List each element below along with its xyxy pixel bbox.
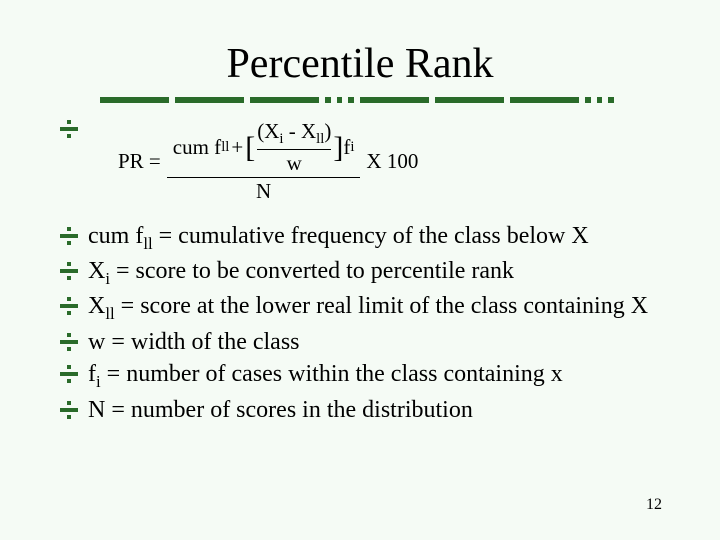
plus-sign: + xyxy=(231,134,243,161)
num-prefix: cum f xyxy=(173,134,221,161)
bullet-icon xyxy=(60,333,78,351)
xll-sub: ll xyxy=(316,131,324,147)
divider xyxy=(100,96,620,104)
def-description: = width of the class xyxy=(105,329,299,355)
formula-row: PR = cum fll + [ (Xi - Xll) w ] xyxy=(60,118,660,205)
definition-row: cum fll = cumulative frequency of the cl… xyxy=(60,221,660,254)
formula-lhs: PR = xyxy=(118,148,161,175)
definition-text: w = width of the class xyxy=(88,327,660,358)
xll-sym: X xyxy=(301,119,316,143)
definition-text: cum fll = cumulative frequency of the cl… xyxy=(88,221,660,254)
definition-row: N = number of scores in the distribution xyxy=(60,395,660,426)
inner-den: w xyxy=(287,150,302,177)
minus-sign: - xyxy=(283,119,301,143)
definition-text: N = number of scores in the distribution xyxy=(88,395,660,426)
def-description: = number of cases within the class conta… xyxy=(101,361,563,387)
fi-sym: f xyxy=(343,134,350,161)
def-description: = score at the lower real limit of the c… xyxy=(115,293,648,319)
definition-text: Xi = score to be converted to percentile… xyxy=(88,256,660,289)
definition-row: Xi = score to be converted to percentile… xyxy=(60,256,660,289)
definition-row: w = width of the class xyxy=(60,327,660,358)
definition-row: Xll = score at the lower real limit of t… xyxy=(60,291,660,324)
inner-fraction: (Xi - Xll) w xyxy=(257,118,331,177)
main-fraction: cum fll + [ (Xi - Xll) w ] fi xyxy=(167,118,361,205)
bullet-icon xyxy=(60,365,78,383)
def-symbol: N xyxy=(88,397,105,423)
def-description: = cumulative frequency of the class belo… xyxy=(153,223,589,249)
page-title: Percentile Rank xyxy=(60,40,660,88)
bullet-icon xyxy=(60,262,78,280)
definition-text: Xll = score at the lower real limit of t… xyxy=(88,291,660,324)
num-prefix-sub: ll xyxy=(221,138,229,157)
xi-sym: X xyxy=(264,119,279,143)
def-description: = score to be converted to percentile ra… xyxy=(110,258,514,284)
definition-text: fi = number of cases within the class co… xyxy=(88,359,660,392)
def-symbol: w xyxy=(88,329,105,355)
def-subscript: ll xyxy=(143,234,152,253)
page-number: 12 xyxy=(646,496,662,514)
def-description: = number of scores in the distribution xyxy=(105,397,472,423)
def-symbol: cum f xyxy=(88,223,143,249)
formula: PR = cum fll + [ (Xi - Xll) w ] xyxy=(118,118,418,205)
def-symbol: X xyxy=(88,258,105,284)
content-area: PR = cum fll + [ (Xi - Xll) w ] xyxy=(60,118,660,425)
left-bracket-icon: [ xyxy=(245,134,255,161)
def-symbol: f xyxy=(88,361,96,387)
right-bracket-icon: ] xyxy=(333,134,343,161)
main-den: N xyxy=(250,178,277,205)
bullet-icon xyxy=(60,227,78,245)
slide: Percentile Rank PR = cum fll + [ (Xi - X… xyxy=(0,0,720,540)
bullet-icon xyxy=(60,297,78,315)
def-subscript: ll xyxy=(105,304,114,323)
fi-sub: i xyxy=(350,138,354,157)
bullet-icon xyxy=(60,120,78,138)
definition-row: fi = number of cases within the class co… xyxy=(60,359,660,392)
formula-tail: X 100 xyxy=(366,148,418,175)
def-symbol: X xyxy=(88,293,105,319)
bullet-icon xyxy=(60,401,78,419)
